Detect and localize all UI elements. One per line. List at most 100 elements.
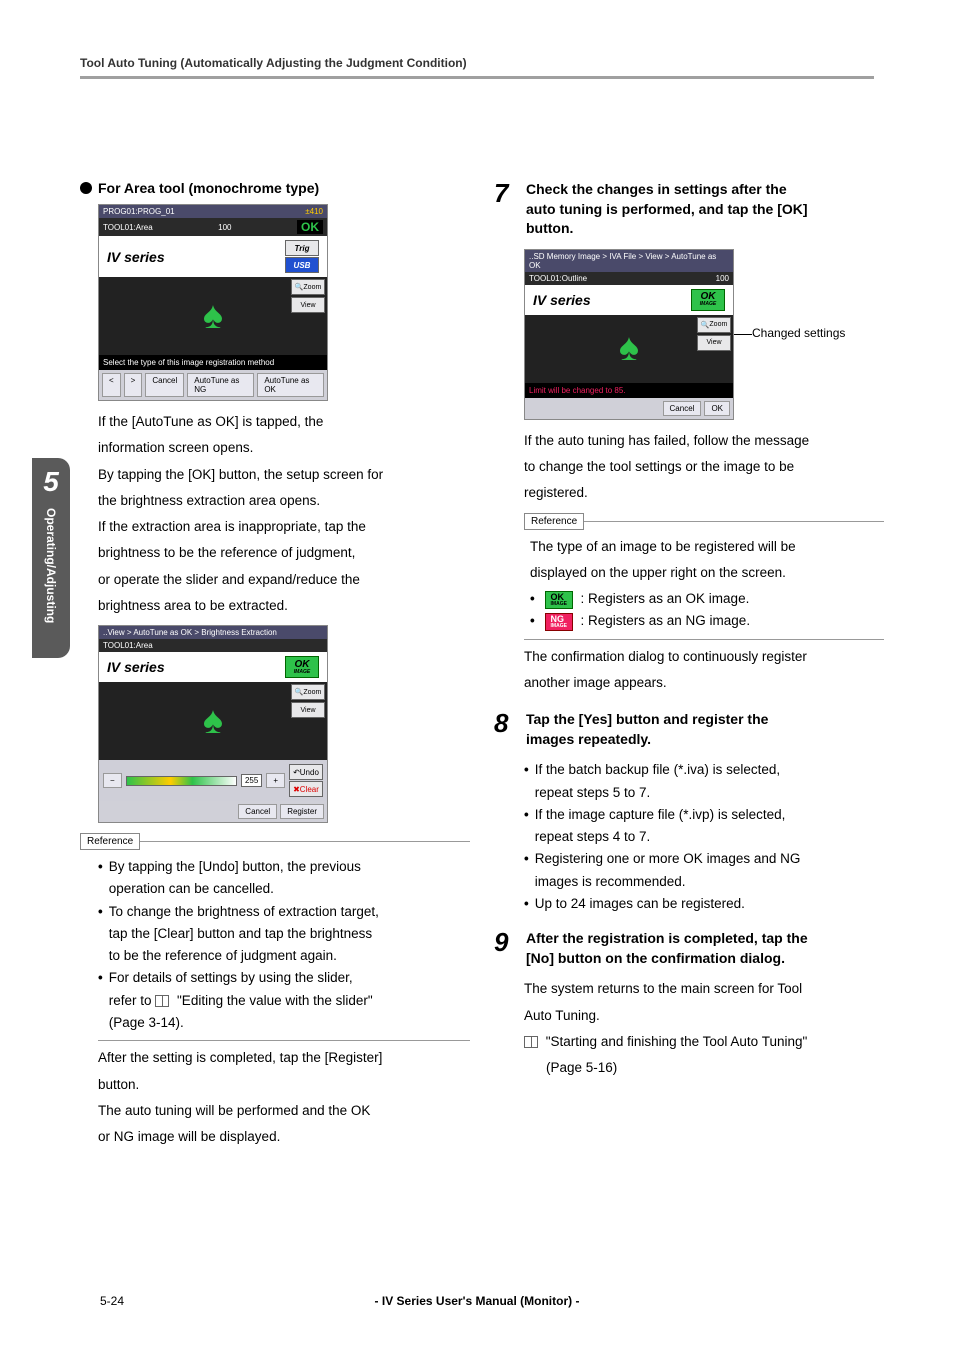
ref-bullet: To change the brightness of extraction t…	[98, 901, 470, 968]
bullet: Registering one or more OK images and NG…	[524, 848, 884, 893]
para: The system returns to the main screen fo…	[524, 978, 884, 1000]
spade-icon: ♠	[203, 700, 223, 743]
clear-btn[interactable]: ✖Clear	[289, 781, 323, 797]
nav-next[interactable]: >	[124, 373, 143, 397]
spade-icon: ♠	[203, 295, 223, 338]
slider-value: 255	[241, 774, 262, 787]
scr-brand: IV series	[533, 292, 591, 308]
reference-badge: Reference	[80, 833, 140, 850]
step-number: 9	[494, 929, 516, 968]
para: The confirmation dialog to continuously …	[524, 646, 884, 668]
cancel-btn[interactable]: Cancel	[145, 373, 184, 397]
para: information screen opens.	[98, 437, 470, 459]
page-header: Tool Auto Tuning (Automatically Adjustin…	[80, 56, 874, 79]
screenshot-brightness-extraction: ..View > AutoTune as OK > Brightness Ext…	[98, 625, 328, 823]
para: or NG image will be displayed.	[98, 1126, 470, 1148]
register-btn[interactable]: Register	[280, 804, 324, 819]
para: By tapping the [OK] button, the setup sc…	[98, 464, 470, 486]
divider	[98, 1040, 470, 1041]
ref-text: The type of an image to be registered wi…	[530, 536, 884, 558]
step-text: Check the changes in settings after the …	[526, 180, 884, 239]
para: Auto Tuning.	[524, 1005, 884, 1027]
heading-text: For Area tool (monochrome type)	[98, 180, 319, 196]
step-number: 7	[494, 180, 516, 239]
reference-divider: Reference	[524, 513, 884, 530]
ok-text: : Registers as an OK image.	[581, 591, 750, 606]
ref-link: "Starting and finishing the Tool Auto Tu…	[524, 1031, 884, 1053]
scr-tool-label: TOOL01:Area	[99, 639, 327, 652]
ref-link-page: (Page 5-16)	[546, 1057, 884, 1079]
para: After the setting is completed, tap the …	[98, 1047, 470, 1069]
chapter-label: Operating/Adjusting	[44, 508, 58, 623]
footer-title: - IV Series User's Manual (Monitor) -	[375, 1294, 580, 1308]
scr-status-value: 100	[218, 223, 231, 232]
scr-titlebar: ..View > AutoTune as OK > Brightness Ext…	[99, 626, 327, 639]
spade-icon: ♠	[619, 327, 639, 370]
step-text: Tap the [Yes] button and register the im…	[526, 710, 884, 749]
screenshot-area-tool: PROG01:PROG_01±410 TOOL01:Area 100 OK IV…	[98, 204, 328, 401]
ref-ng-item: NGIMAGE : Registers as an NG image.	[530, 610, 884, 632]
slider-track[interactable]	[126, 776, 237, 786]
book-icon	[524, 1036, 538, 1048]
zoom-btn[interactable]: 🔍Zoom	[291, 684, 325, 700]
para: brightness area to be extracted.	[98, 595, 470, 617]
zoom-btn[interactable]: 🔍Zoom	[291, 279, 325, 295]
slider-row: − 255 + ↶Undo ✖Clear	[99, 760, 327, 801]
undo-btn[interactable]: ↶Undo	[289, 764, 323, 780]
bullet: If the batch backup file (*.iva) is sele…	[524, 759, 884, 804]
ref-bullet: By tapping the [Undo] button, the previo…	[98, 856, 470, 901]
nav-prev[interactable]: <	[102, 373, 121, 397]
bullet: Up to 24 images can be registered.	[524, 893, 884, 915]
section-heading: For Area tool (monochrome type)	[80, 180, 470, 196]
page-number: 5-24	[100, 1294, 124, 1308]
ref-text: displayed on the upper right on the scre…	[530, 562, 884, 584]
scr-status-value: 100	[716, 274, 729, 283]
cancel-btn[interactable]: Cancel	[238, 804, 277, 819]
scr-instruction: Select the type of this image registrati…	[99, 355, 327, 370]
scr-brand: IV series	[107, 659, 165, 675]
ng-badge-icon: NGIMAGE	[545, 613, 573, 631]
bullet: If the image capture file (*.ivp) is sel…	[524, 804, 884, 849]
scr-change-msg: Limit will be changed to 85.	[525, 383, 733, 398]
slider-minus[interactable]: −	[103, 773, 122, 788]
view-btn[interactable]: View	[291, 297, 325, 313]
view-btn[interactable]: View	[697, 335, 731, 351]
ok-badge-icon: OKIMAGE	[545, 591, 573, 609]
reference-divider: Reference	[80, 833, 470, 850]
ref-ok-item: OKIMAGE : Registers as an OK image.	[530, 588, 884, 610]
para: another image appears.	[524, 672, 884, 694]
zoom-btn[interactable]: 🔍Zoom	[697, 317, 731, 333]
para: If the [AutoTune as OK] is tapped, the	[98, 411, 470, 433]
scr-tool-label: TOOL01:Outline	[529, 274, 587, 283]
step-number: 8	[494, 710, 516, 749]
divider	[524, 639, 884, 640]
autotune-ok-btn[interactable]: AutoTune as OK	[257, 373, 324, 397]
ok-btn[interactable]: OK	[704, 401, 730, 416]
para: button.	[98, 1074, 470, 1096]
cancel-btn[interactable]: Cancel	[663, 401, 702, 416]
para: If the auto tuning has failed, follow th…	[524, 430, 884, 452]
scr-titlebar: PROG01:PROG_01±410	[99, 205, 327, 218]
page-footer: 5-24 - IV Series User's Manual (Monitor)…	[100, 1294, 854, 1308]
reference-badge: Reference	[524, 513, 584, 530]
usb-badge: USB	[285, 257, 319, 273]
book-icon	[155, 995, 169, 1007]
header-title: Tool Auto Tuning (Automatically Adjustin…	[80, 56, 874, 70]
para: the brightness extraction area opens.	[98, 490, 470, 512]
ok-image-badge: OK IMAGE	[691, 289, 725, 311]
step-text: After the registration is completed, tap…	[526, 929, 884, 968]
scr-titlebar: ..SD Memory Image > IVA File > View > Au…	[525, 250, 733, 272]
slider-plus[interactable]: +	[266, 773, 285, 788]
scr-brand: IV series	[107, 249, 165, 265]
ref-bullet: For details of settings by using the sli…	[98, 967, 470, 1034]
para: to change the tool settings or the image…	[524, 456, 884, 478]
scr-tool-label: TOOL01:Area	[103, 223, 153, 232]
chapter-side-tab: 5 Operating/Adjusting	[32, 458, 70, 658]
trig-btn[interactable]: Trig	[285, 240, 319, 256]
step-8: 8 Tap the [Yes] button and register the …	[494, 710, 884, 749]
ng-text: : Registers as an NG image.	[581, 613, 751, 628]
view-btn[interactable]: View	[291, 702, 325, 718]
para: The auto tuning will be performed and th…	[98, 1100, 470, 1122]
autotune-ng-btn[interactable]: AutoTune as NG	[187, 373, 254, 397]
step-9: 9 After the registration is completed, t…	[494, 929, 884, 968]
